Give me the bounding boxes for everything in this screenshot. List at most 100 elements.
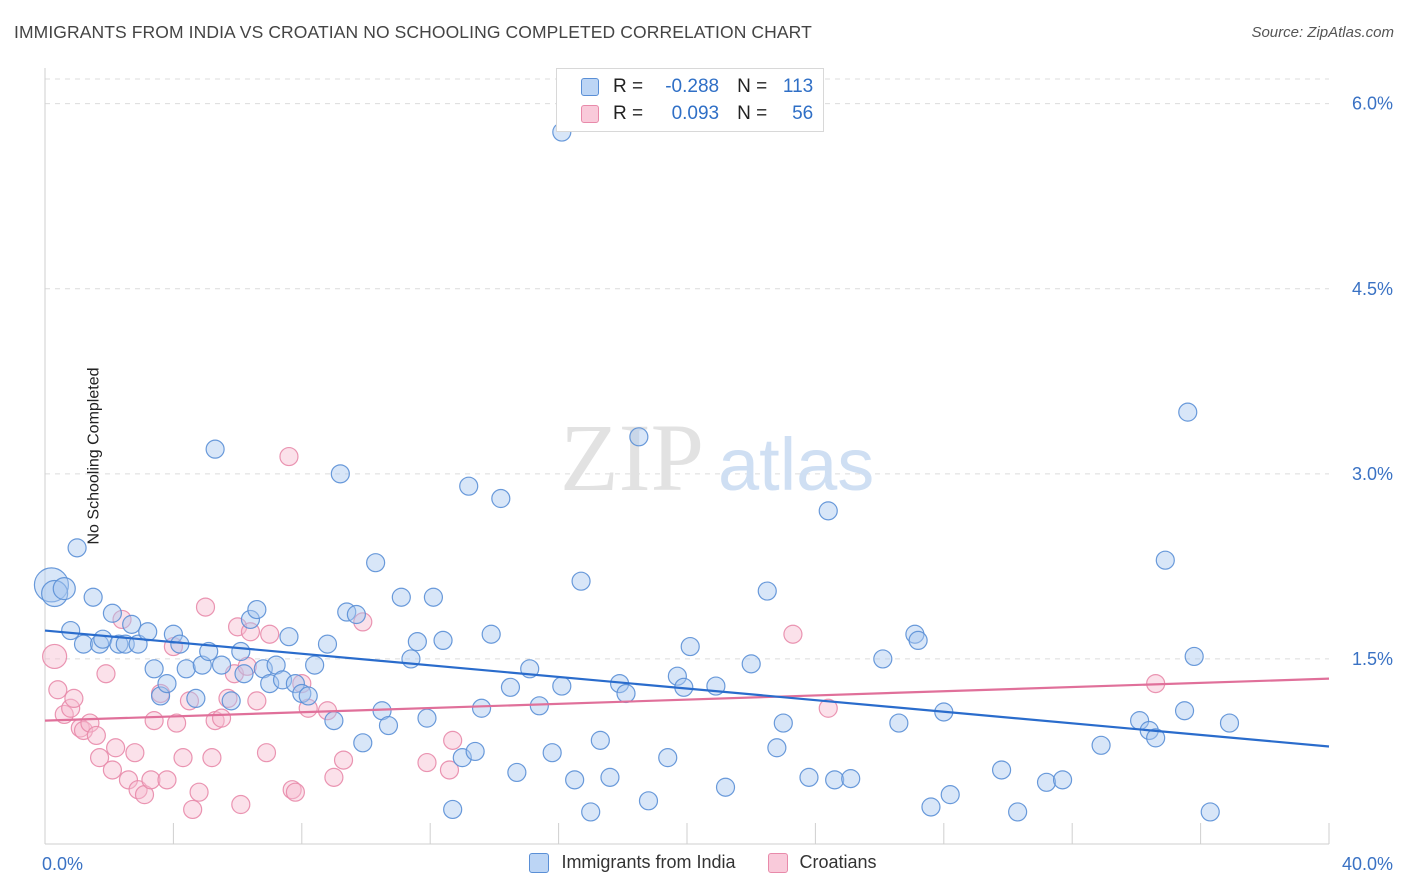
chart-title: IMMIGRANTS FROM INDIA VS CROATIAN NO SCH… <box>14 22 812 42</box>
legend-swatch-india <box>581 78 599 96</box>
india-point <box>186 688 206 709</box>
india-point <box>552 676 572 696</box>
india-point <box>109 634 129 654</box>
series-label-india: Immigrants from India <box>561 852 736 872</box>
india-point <box>667 666 687 686</box>
india-point <box>285 673 305 694</box>
croatians-point <box>141 770 161 790</box>
india-point <box>199 641 219 662</box>
india-point <box>346 604 366 625</box>
india-point <box>507 762 527 783</box>
croatians-point <box>118 770 139 790</box>
india-point <box>1036 772 1057 792</box>
tick-labels: 1.5% 3.0% 4.5% 6.0% 0.0% 40.0% <box>42 94 1393 874</box>
croatians-point <box>818 698 838 718</box>
croatians-point <box>48 680 68 700</box>
india-point <box>799 767 819 787</box>
croatians-point <box>247 691 267 711</box>
croatians-point <box>102 760 123 780</box>
india-point <box>638 791 659 811</box>
india-point <box>417 708 437 728</box>
croatians-point <box>106 738 126 758</box>
india-point <box>298 686 318 706</box>
croatians-point <box>173 748 193 768</box>
legend-row-india: R = -0.288 N = 113 <box>581 75 813 99</box>
india-point <box>433 630 453 651</box>
croatians-point <box>73 720 94 741</box>
india-point <box>680 636 700 657</box>
india-point <box>1174 701 1195 721</box>
croatians-point <box>256 743 277 763</box>
croatians-point <box>211 708 232 728</box>
india-point <box>465 741 485 762</box>
india-point <box>940 785 960 805</box>
india-point <box>841 769 861 789</box>
india-point <box>616 683 636 704</box>
y-axis-title: No Schooling Completed <box>85 367 103 545</box>
croatians-point <box>285 782 305 802</box>
croatians-point <box>125 743 145 763</box>
legend-swatch-croatians <box>581 105 599 123</box>
croatians-point <box>64 688 84 709</box>
india-point <box>491 488 511 509</box>
croatians-point <box>86 725 106 746</box>
series-label-croatians: Croatians <box>799 852 877 872</box>
india-point <box>571 571 591 591</box>
croatians-point <box>89 748 110 768</box>
croatians-point <box>218 688 238 709</box>
india-point <box>247 599 267 620</box>
india-point <box>122 614 142 634</box>
india-point <box>889 713 909 733</box>
india-point <box>1008 802 1028 822</box>
india-point <box>353 733 373 753</box>
series-legend: Immigrants from India Croatians <box>0 852 1406 873</box>
india-point <box>471 698 492 718</box>
croatians-point <box>231 794 251 815</box>
india-point <box>234 664 254 684</box>
india-point <box>176 659 196 679</box>
y-tick-label: 6.0% <box>1352 94 1393 114</box>
india-point <box>221 691 241 711</box>
india-point <box>443 799 463 820</box>
croatians-point <box>333 750 354 770</box>
india-point <box>231 641 251 662</box>
croatians-point <box>96 664 116 684</box>
india-point <box>102 603 123 623</box>
india-point <box>52 576 76 601</box>
croatians-point <box>144 711 164 731</box>
india-point <box>378 715 399 736</box>
india-point <box>529 696 549 716</box>
india-point <box>423 587 444 607</box>
india-point <box>921 797 941 817</box>
india-point <box>1155 550 1175 570</box>
india-point <box>83 587 103 607</box>
croatians-point <box>353 612 373 632</box>
india-point <box>825 770 845 790</box>
croatians-point <box>167 713 187 733</box>
series-legend-india: Immigrants from India <box>529 852 736 873</box>
india-point <box>581 802 601 822</box>
india-point <box>61 620 81 641</box>
source-label: Source: ZipAtlas.com <box>1251 24 1394 41</box>
trend-lines <box>44 629 1330 748</box>
series-legend-croatians: Croatians <box>767 852 877 873</box>
stats-legend: R = -0.288 N = 113 R = 0.093 N = 56 <box>556 68 824 132</box>
x-tick-label: 0.0% <box>42 854 83 874</box>
croatians-point <box>195 597 216 617</box>
india-point <box>67 538 87 558</box>
india-point <box>715 777 736 797</box>
india-point <box>565 770 585 790</box>
india-point <box>1219 713 1240 733</box>
india-point <box>600 767 620 787</box>
india-point <box>1052 770 1073 790</box>
india-point <box>542 743 562 763</box>
croatians-point <box>42 643 68 670</box>
india-point <box>757 581 777 601</box>
legend-n-value: 113 <box>782 76 814 97</box>
croatians-point <box>439 760 460 780</box>
croatians-point <box>260 624 280 644</box>
india-point <box>138 622 158 642</box>
y-tick-label: 4.5% <box>1352 279 1393 299</box>
legend-n-value: 56 <box>792 103 814 124</box>
series-swatch-croatians <box>767 852 788 873</box>
